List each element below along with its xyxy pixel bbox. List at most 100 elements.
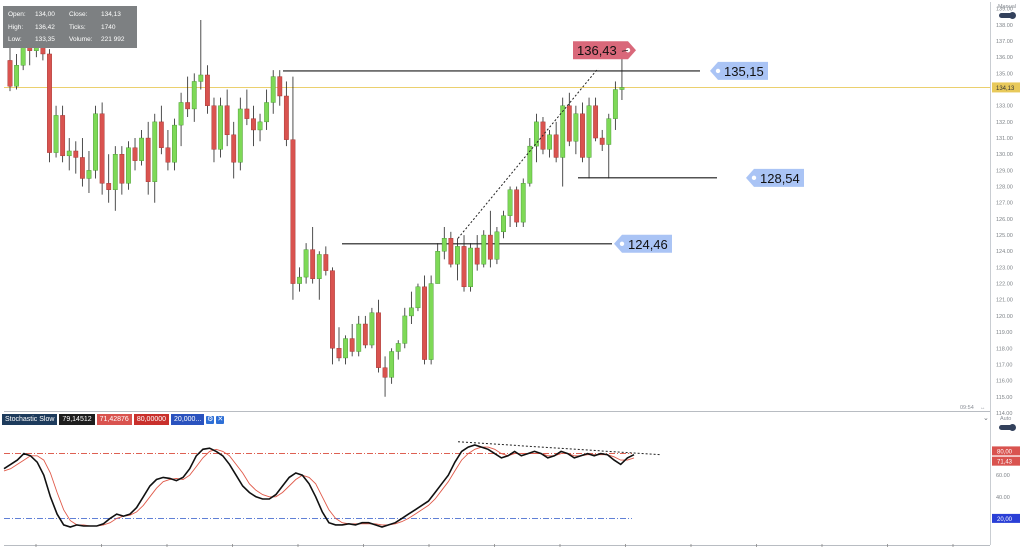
price-tag-red[interactable]: 136,43 — [573, 41, 636, 60]
bear-candle-body — [158, 121, 164, 148]
candle — [461, 235, 467, 292]
candle — [297, 267, 302, 292]
close-label: Close: — [69, 11, 88, 18]
candle — [323, 246, 329, 276]
candle — [66, 138, 72, 171]
bull-candle-body — [520, 183, 526, 223]
bear-candle-body — [47, 53, 52, 153]
candle — [204, 65, 210, 114]
bear-candle-body — [487, 234, 493, 260]
bull-candle-body — [428, 283, 434, 360]
settings-icon[interactable]: ⚙ — [206, 415, 215, 424]
price-tag-blue[interactable]: 128,54 — [746, 168, 804, 187]
bear-candle-body — [251, 118, 256, 131]
bull-candle-body — [112, 154, 118, 190]
clock: 09:54 — [960, 405, 974, 411]
y-tick-label: 138.00 — [996, 23, 1013, 29]
bear-candle-body — [7, 60, 13, 87]
price-tag-blue[interactable]: 135,15 — [710, 61, 768, 80]
level-labels: 136,43 135,15 128,54 124,46 134,13 — [573, 41, 1020, 253]
candle — [435, 243, 441, 284]
stoch-tick-label: 40.00 — [996, 495, 1010, 501]
candle — [606, 113, 612, 179]
candle — [487, 210, 493, 268]
bull-candle-body — [527, 145, 533, 184]
indicator-header: Stochastic Slow 79,14512 71,42876 80,000… — [2, 414, 225, 425]
candle — [172, 118, 177, 171]
candle — [612, 81, 618, 130]
bear-candle-body — [99, 113, 105, 184]
candle — [547, 129, 552, 158]
bear-candle-body — [566, 105, 572, 142]
bull-candle-body — [178, 102, 184, 126]
dotted-trendline[interactable] — [457, 68, 599, 239]
bear-candle-body — [514, 189, 520, 223]
bull-candle-body — [172, 124, 177, 163]
candle — [507, 186, 513, 227]
stoch-upper-badge — [992, 446, 1020, 456]
bear-candle-body — [474, 247, 480, 265]
bear-candle-body — [553, 134, 559, 158]
manual-scale-toggle[interactable] — [999, 12, 1016, 19]
bull-candle-body — [297, 276, 302, 284]
stoch-dotted-trendline[interactable] — [457, 441, 661, 456]
bull-candle-body — [86, 170, 92, 179]
auto-scale-toggle[interactable] — [999, 424, 1016, 431]
bull-candle-body — [612, 89, 618, 119]
candle — [408, 291, 414, 324]
price-tag-dot — [715, 68, 721, 74]
close-value: 134,13 — [101, 11, 121, 18]
bear-candle-body — [362, 323, 368, 346]
candle — [580, 102, 585, 163]
candle — [573, 105, 579, 155]
candle — [145, 121, 151, 195]
bull-candle-body — [356, 323, 362, 352]
candle — [566, 92, 572, 147]
candle — [349, 324, 355, 357]
candle — [165, 129, 171, 171]
close-icon[interactable]: ✕ — [216, 415, 225, 424]
bear-candle-body — [244, 108, 250, 119]
scroll-ellipsis[interactable]: ↔ — [980, 405, 986, 411]
bull-candle-body — [468, 247, 473, 288]
high-label: High: — [8, 24, 24, 31]
candle — [494, 226, 500, 265]
candle — [231, 121, 237, 179]
bear-candle-body — [323, 254, 329, 271]
candle — [86, 150, 92, 194]
price-tag-shape — [746, 168, 804, 187]
stoch-d-line — [3, 446, 635, 527]
candle — [586, 97, 592, 179]
indicator-name[interactable]: Stochastic Slow — [2, 414, 58, 425]
bear-candle-body — [599, 137, 605, 145]
candle — [560, 97, 566, 187]
candle — [356, 315, 362, 357]
bull-candle-body — [14, 65, 19, 87]
candle — [198, 20, 204, 90]
bear-candle-body — [231, 134, 237, 163]
manual-scale-label: Manual — [998, 4, 1017, 10]
y-tick-label: 131.00 — [996, 136, 1013, 142]
candle — [599, 129, 605, 151]
price-tag-blue[interactable]: 124,46 — [614, 234, 672, 253]
volume-value: 221 992 — [101, 36, 125, 43]
candle — [211, 97, 217, 163]
bear-candle-body — [204, 74, 210, 106]
current-price-badge — [992, 82, 1020, 93]
y-tick-label: 118.00 — [996, 346, 1012, 352]
y-tick-label: 136.00 — [996, 55, 1013, 61]
high-value: 136,42 — [35, 24, 55, 31]
bull-candle-body — [316, 254, 322, 279]
y-tick-label: 125.00 — [996, 233, 1013, 239]
bull-candle-body — [218, 105, 223, 150]
bear-candle-body — [310, 249, 316, 279]
bull-candle-body — [415, 286, 421, 309]
candle — [520, 178, 526, 227]
price-tag-dot — [751, 175, 757, 181]
candle — [369, 307, 375, 349]
chevron-down-icon[interactable]: ⌄ — [983, 415, 989, 422]
y-tick-label: 128.00 — [996, 185, 1013, 191]
candle — [534, 113, 539, 163]
candle — [152, 113, 158, 203]
